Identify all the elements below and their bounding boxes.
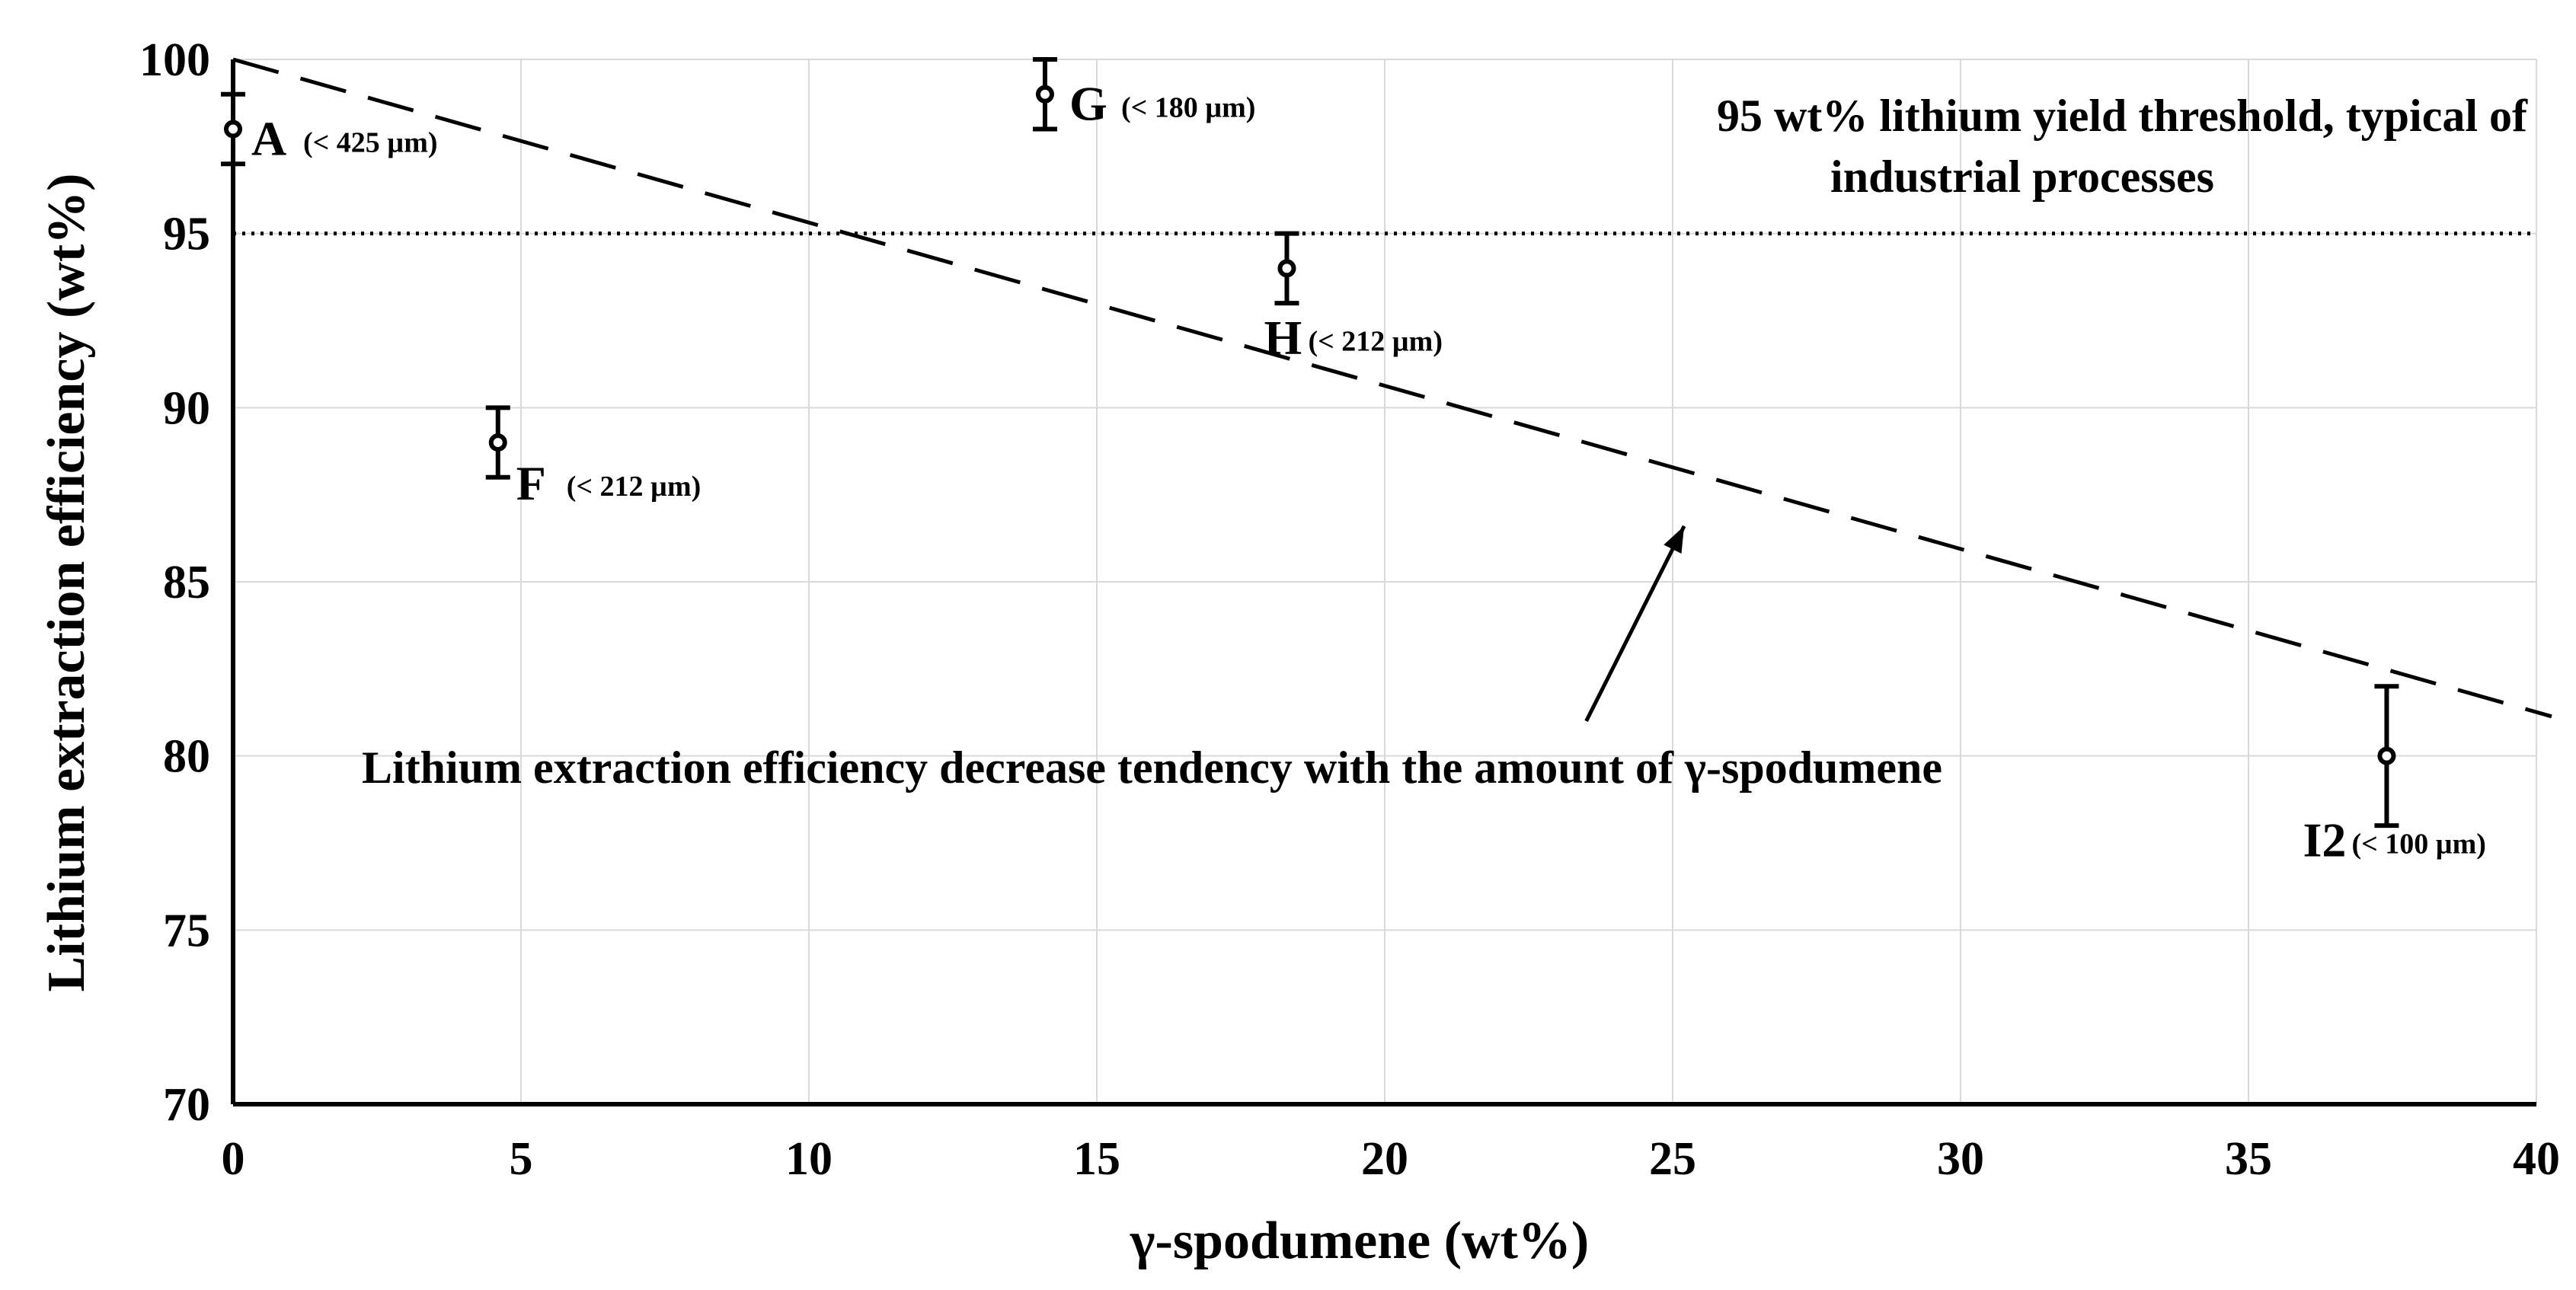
- x-tick-label: 10: [785, 1133, 833, 1185]
- x-tick-label: 25: [1649, 1133, 1696, 1185]
- point-label: I2: [2303, 813, 2346, 867]
- threshold-label-line1: 95 wt% lithium yield threshold, typical …: [1717, 91, 2528, 141]
- point-label: G: [1069, 77, 1107, 131]
- y-tick-label: 95: [163, 209, 210, 260]
- data-point-group: A (< 425 µm): [221, 91, 438, 167]
- point-size-label: (< 212 µm): [567, 471, 702, 503]
- trend-annotation-label: Lithium extraction efficiency decrease t…: [362, 742, 1942, 793]
- data-point: [488, 433, 507, 452]
- threshold-label-line2: industrial processes: [1830, 152, 2214, 202]
- data-points: A (< 425 µm)F (< 212 µm)G (< 180 µm)H (< 212…: [221, 57, 2486, 867]
- x-tick-label: 40: [2513, 1133, 2560, 1185]
- point-size-label: (< 100 µm): [2351, 829, 2486, 861]
- data-point: [224, 120, 242, 139]
- y-tick-label: 80: [163, 731, 210, 783]
- y-tick-label: 85: [163, 557, 210, 608]
- x-tick-label: 20: [1361, 1133, 1408, 1185]
- x-axis-title: γ-spodumene (wt%): [1130, 1212, 1589, 1270]
- point-size-label: (< 212 µm): [1308, 325, 1443, 357]
- y-tick-label: 100: [139, 34, 210, 86]
- point-label: H: [1264, 310, 1302, 364]
- trend-layer: [232, 57, 2552, 719]
- tick-labels: 0 5 10 15 20 25 30 35 40 70 75 80 85 90 95 100: [139, 34, 2560, 1185]
- point-size-label: (< 180 µm): [1121, 92, 1256, 124]
- x-tick-label: 15: [1073, 1133, 1120, 1185]
- x-tick-label: 0: [222, 1133, 245, 1185]
- y-axis-title: Lithium extraction efficiency (wt%): [37, 174, 96, 992]
- data-point-group: F (< 212 µm): [485, 405, 702, 510]
- x-tick-label: 5: [510, 1133, 533, 1185]
- annotation-arrow: [1584, 525, 1686, 723]
- axes: [231, 59, 2536, 1106]
- trend-line: [232, 57, 2552, 719]
- data-point-group: I2 (< 100 µm): [2303, 684, 2486, 867]
- x-tick-label: 30: [1937, 1133, 1984, 1185]
- data-point-group: G (< 180 µm): [1032, 57, 1256, 132]
- y-tick-label: 75: [163, 905, 210, 956]
- annotations: γ-spodumene (wt%) Lithium extraction eff…: [37, 91, 2528, 1270]
- x-tick-label: 35: [2225, 1133, 2272, 1185]
- y-tick-label: 70: [163, 1079, 210, 1131]
- data-point: [1277, 259, 1296, 278]
- data-point: [2377, 746, 2396, 765]
- y-tick-label: 90: [163, 382, 210, 434]
- annotation-arrowhead: [1664, 525, 1685, 554]
- point-size-label: (< 425 µm): [303, 126, 438, 158]
- point-label: F: [516, 456, 546, 510]
- point-label: A: [251, 111, 286, 165]
- data-point: [1035, 85, 1054, 104]
- data-point-group: H (< 212 µm): [1264, 231, 1443, 364]
